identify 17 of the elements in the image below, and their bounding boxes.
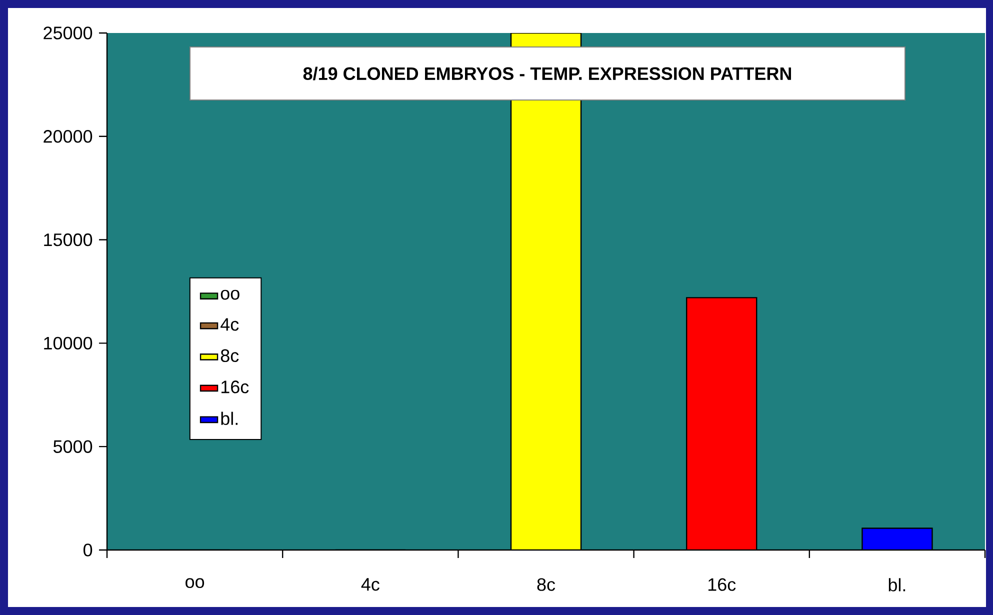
y-tick-label: 15000 bbox=[44, 233, 92, 246]
x-tick-label: 16c bbox=[708, 578, 736, 591]
x-tick-label: bl. bbox=[888, 578, 906, 592]
legend-label: 4c bbox=[220, 318, 239, 331]
text: 8/19 CLONED EMBRYOS - TEMP. EXPRESSION PATTERN bbox=[303, 66, 791, 80]
x-tick-label: 4c bbox=[361, 578, 380, 591]
y-tick-label: 5000 bbox=[53, 440, 92, 453]
y-tick-label: 20000 bbox=[44, 130, 92, 143]
y-tick-label: 25000 bbox=[44, 26, 92, 40]
x-tick-label: oo bbox=[186, 578, 204, 588]
legend-label: 16c bbox=[222, 380, 249, 394]
y-tick-label: 0 bbox=[84, 544, 92, 556]
legend-label: bl. bbox=[221, 412, 238, 426]
legend-label: 8c bbox=[220, 349, 239, 362]
y-tick-label: 10000 bbox=[44, 336, 92, 350]
x-tick-label: 8c bbox=[537, 578, 556, 591]
legend-label: oo bbox=[220, 290, 240, 300]
